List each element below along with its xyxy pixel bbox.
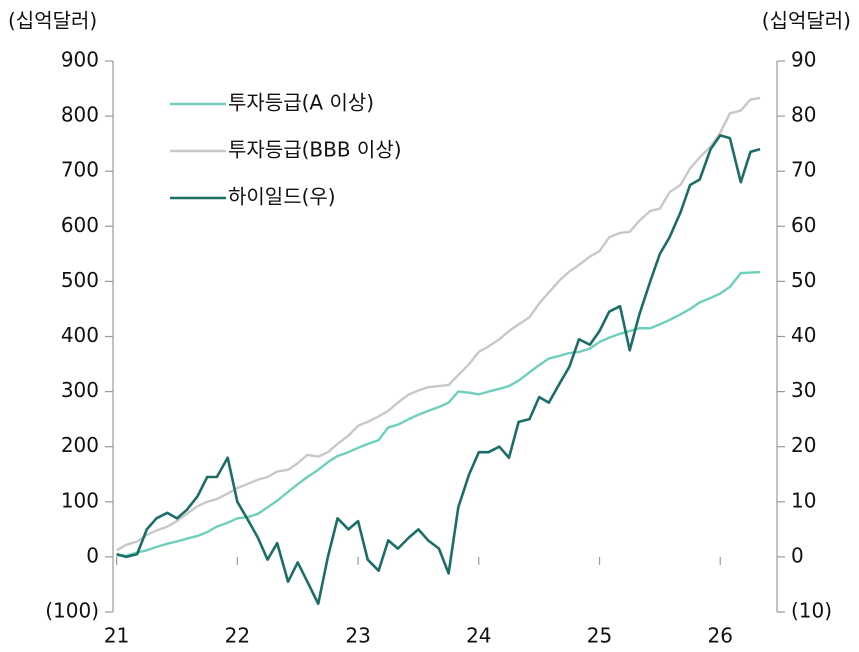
y2-axis-label: (십억달러) bbox=[762, 9, 851, 33]
y-tick-label: 700 bbox=[61, 158, 99, 182]
x-tick-label: 24 bbox=[466, 624, 491, 648]
y2-tick-label: 60 bbox=[791, 213, 816, 237]
y2-tick-label: 10 bbox=[791, 488, 816, 512]
y2-tick-label: 20 bbox=[791, 433, 816, 457]
y-tick-label: (100) bbox=[45, 599, 99, 623]
y-tick-label: 400 bbox=[61, 323, 99, 347]
legend-label: 하이일드(우) bbox=[228, 185, 336, 209]
y-axis-label: (십억달러) bbox=[8, 9, 97, 33]
y2-tick-label: 90 bbox=[791, 48, 816, 72]
y-tick-label: 300 bbox=[61, 378, 99, 402]
y2-tick-label: 30 bbox=[791, 378, 816, 402]
series-line bbox=[116, 270, 761, 557]
y2-tick-label: 40 bbox=[791, 323, 816, 347]
y-tick-label: 0 bbox=[86, 543, 99, 567]
legend-label: 투자등급(BBB 이상) bbox=[228, 138, 402, 162]
y-tick-label: 900 bbox=[61, 48, 99, 72]
y-tick-label: 600 bbox=[61, 213, 99, 237]
y-tick-label: 500 bbox=[61, 268, 99, 292]
x-tick-label: 25 bbox=[587, 624, 612, 648]
y2-tick-label: 70 bbox=[791, 158, 816, 182]
y2-tick-label: 80 bbox=[791, 103, 816, 127]
y-tick-label: 800 bbox=[61, 103, 99, 127]
x-tick-label: 23 bbox=[345, 624, 370, 648]
x-tick-label: 21 bbox=[104, 624, 129, 648]
series-line bbox=[116, 96, 761, 552]
y-tick-label: 100 bbox=[61, 488, 99, 512]
x-tick-label: 26 bbox=[708, 624, 733, 648]
y-tick-label: 200 bbox=[61, 433, 99, 457]
y2-tick-label: 0 bbox=[791, 543, 804, 567]
series-line bbox=[116, 134, 761, 606]
x-tick-label: 22 bbox=[225, 624, 250, 648]
y2-tick-label: (10) bbox=[791, 599, 832, 623]
y2-tick-label: 50 bbox=[791, 268, 816, 292]
legend-label: 투자등급(A 이상) bbox=[228, 91, 374, 115]
